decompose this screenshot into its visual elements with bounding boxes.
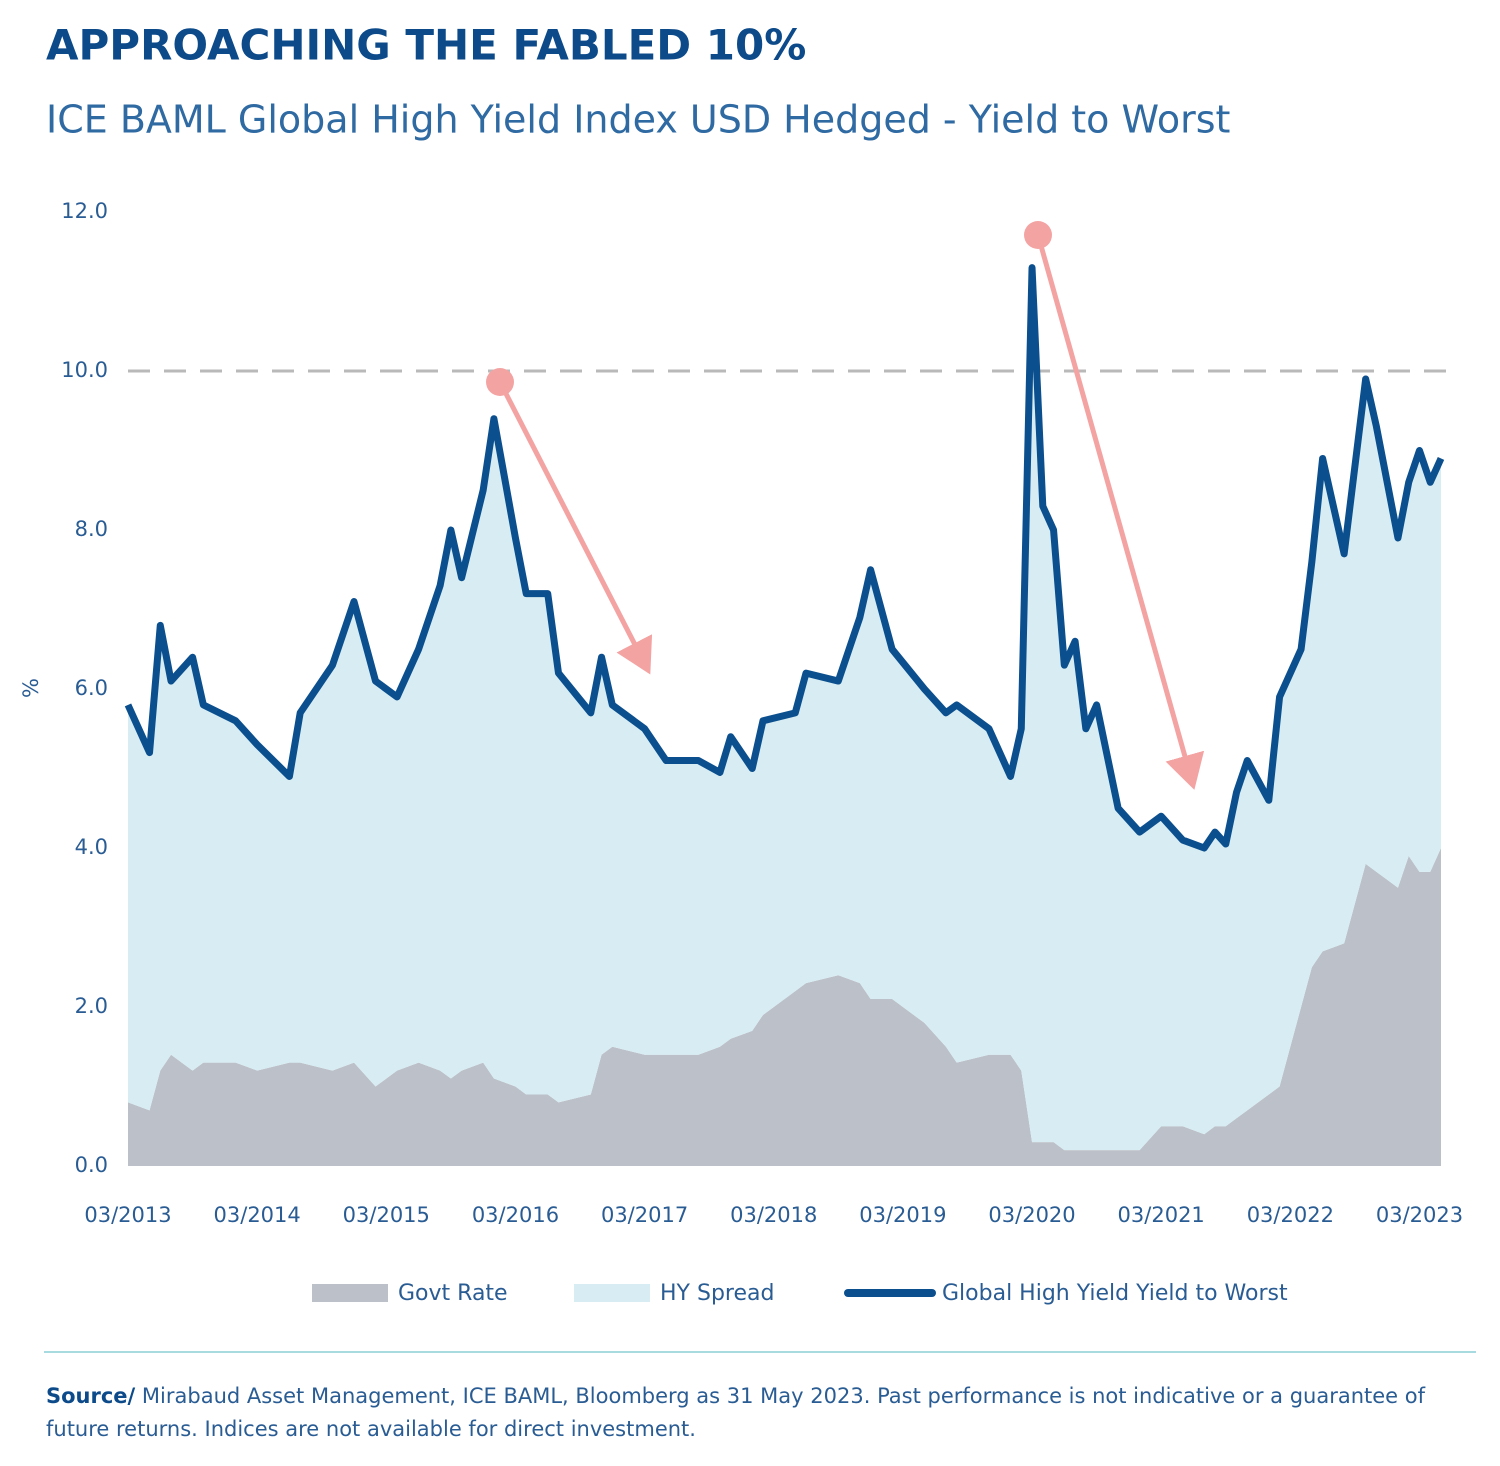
x-tick-label: 03/2018: [730, 1203, 817, 1227]
plot-area: [124, 264, 1450, 1166]
legend-swatch: [574, 1284, 650, 1302]
x-tick-label: 03/2019: [859, 1203, 946, 1227]
source-text: Mirabaud Asset Management, ICE BAML, Blo…: [46, 1384, 1426, 1441]
y-tick-label: 2.0: [75, 994, 108, 1018]
x-tick-label: 03/2015: [343, 1203, 430, 1227]
arrow: [1035, 234, 1205, 790]
legend-swatch: [312, 1284, 388, 1302]
x-tick-label: 03/2017: [601, 1203, 688, 1227]
x-tick-label: 03/2016: [472, 1203, 559, 1227]
legend-label: Govt Rate: [398, 1281, 508, 1306]
x-tick-label: 03/2023: [1376, 1203, 1463, 1227]
source-note: Source/ Mirabaud Asset Management, ICE B…: [46, 1380, 1456, 1446]
area: [128, 848, 1441, 1166]
area: [128, 267, 1441, 1151]
legend-label: HY Spread: [660, 1281, 774, 1306]
x-tick-label: 03/2020: [988, 1203, 1075, 1227]
y-axis-label: %: [19, 678, 43, 698]
line: [124, 264, 1445, 852]
x-tick-label: 03/2013: [84, 1203, 171, 1227]
y-tick-label: 6.0: [75, 676, 108, 700]
y-tick-label: 0.0: [75, 1153, 108, 1177]
x-tick-label: 03/2022: [1247, 1203, 1334, 1227]
arrow-dot: [1024, 221, 1052, 249]
arrow: [497, 380, 653, 675]
chart-subtitle: ICE BAML Global High Yield Index USD Hed…: [46, 98, 1230, 142]
legend-label: Global High Yield Yield to Worst: [942, 1281, 1288, 1306]
y-tick-label: 8.0: [75, 517, 108, 541]
arrow-dot: [486, 368, 514, 396]
y-tick-label: 10.0: [61, 358, 108, 382]
chart-title: APPROACHING THE FABLED 10%: [46, 21, 806, 70]
annotations: [486, 221, 1205, 790]
y-tick-label: 4.0: [75, 835, 108, 859]
y-tick-label: 12.0: [61, 199, 108, 223]
x-tick-label: 03/2014: [214, 1203, 301, 1227]
x-tick-label: 03/2021: [1118, 1203, 1205, 1227]
source-label: Source/: [46, 1384, 136, 1408]
